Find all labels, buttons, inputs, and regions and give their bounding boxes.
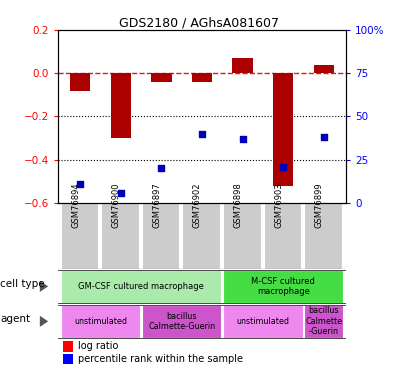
Text: unstimulated: unstimulated (236, 317, 289, 326)
Bar (60, 270, 222, 303)
Text: M-CSF cultured
macrophage: M-CSF cultured macrophage (251, 277, 315, 296)
Text: GM-CSF cultured macrophage: GM-CSF cultured macrophage (78, 282, 204, 291)
Bar (111, 73, 131, 138)
Point (77, 181, 83, 187)
Text: GSM76899: GSM76899 (315, 182, 324, 228)
Point (321, 134, 327, 140)
Bar (101, 203, 139, 269)
Text: GSM76900: GSM76900 (112, 182, 121, 228)
Point (199, 131, 205, 137)
Bar (70, 73, 90, 90)
Bar (60, 203, 98, 269)
Bar (232, 58, 253, 73)
Text: bacillus
Calmette
-Guerin: bacillus Calmette -Guerin (305, 306, 342, 336)
Bar (63, 354, 73, 364)
Bar (304, 203, 342, 269)
Text: log ratio: log ratio (78, 341, 118, 351)
Text: GDS2180 / AGhsA081607: GDS2180 / AGhsA081607 (119, 17, 279, 30)
Text: percentile rank within the sample: percentile rank within the sample (78, 354, 243, 364)
Point (240, 136, 246, 142)
Bar (151, 73, 172, 82)
Bar (63, 341, 73, 352)
Text: bacillus
Calmette-Guerin: bacillus Calmette-Guerin (148, 312, 215, 331)
Text: agent: agent (0, 315, 31, 324)
Point (158, 165, 164, 171)
Bar (304, 304, 343, 338)
Bar (314, 64, 334, 73)
Bar (223, 304, 303, 338)
Bar (182, 203, 220, 269)
Bar (273, 73, 293, 186)
Text: GSM76903: GSM76903 (274, 182, 283, 228)
Bar (60, 304, 140, 338)
Text: GSM76897: GSM76897 (152, 182, 161, 228)
Text: unstimulated: unstimulated (74, 317, 127, 326)
Point (117, 190, 124, 196)
Point (280, 164, 287, 170)
Text: GSM76902: GSM76902 (193, 182, 202, 228)
Text: GSM76898: GSM76898 (234, 182, 243, 228)
Bar (142, 304, 222, 338)
Text: cell type: cell type (0, 279, 45, 290)
Bar (192, 73, 212, 82)
Bar (223, 270, 343, 303)
Bar (264, 203, 301, 269)
Text: GSM76894: GSM76894 (71, 182, 80, 228)
Bar (223, 203, 261, 269)
Bar (142, 203, 179, 269)
